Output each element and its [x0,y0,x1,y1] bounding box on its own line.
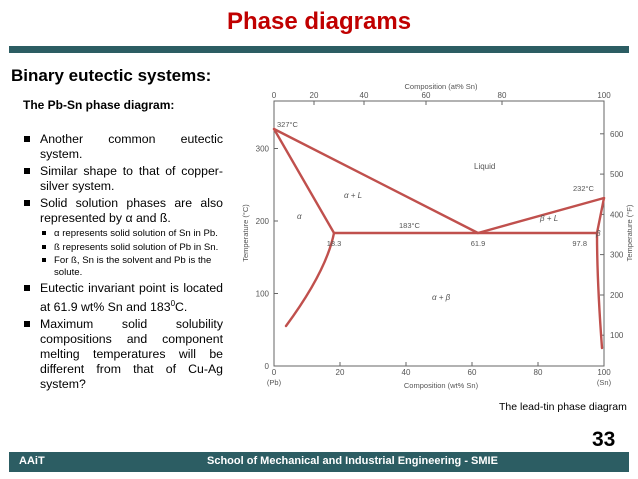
footer-center-text: School of Mechanical and Industrial Engi… [207,455,498,467]
bottom-tick-label: 40 [402,368,411,377]
sub-bullet-item: α represents solid solution of Sn in Pb. [40,228,223,240]
bullet-text: Eutectic invariant point is located at 6… [40,281,223,315]
sn-melt-label: 232°C [573,184,595,193]
left-tick-label: 0 [265,362,270,371]
pb-sn-phase-diagram: Composition (at% Sn) 0 20 40 60 80 100 0… [241,82,634,390]
top-tick-label: 0 [272,91,277,100]
bottom-tick-label: 80 [534,368,543,377]
sn-end-label: (Sn) [597,378,612,387]
plot-frame [273,100,605,367]
eutectic-comp-label: 61.9 [471,239,486,248]
subheading: The Pb-Sn phase diagram: [23,98,175,112]
left-axis-title: Temperature (°C) [241,204,250,262]
alpha-solidus-line [272,127,336,235]
right-tick-label: 300 [610,251,624,260]
pb-melt-label: 327°C [277,120,299,129]
bottom-tick-label: 100 [597,368,611,377]
bullet-text: Similar shape to that of copper-silver s… [40,164,223,193]
top-axis-title: Composition (at% Sn) [405,82,478,91]
pb-end-label: (Pb) [267,378,282,387]
slide-title: Phase diagrams [226,8,412,35]
right-tick-label: 500 [610,170,624,179]
section-heading: Binary eutectic systems: [11,66,212,85]
diagram-caption: The lead-tin phase diagram [499,401,627,413]
bullet-list: Another common eutectic system. Similar … [22,132,223,394]
alpha-label: α [297,212,302,221]
bottom-tick-label: 60 [468,368,477,377]
alpha-beta-label: α + β [432,293,451,302]
bullet-item: Solid solution phases are also represent… [22,196,223,278]
bottom-axis-title: Composition (wt% Sn) [404,381,479,390]
alpha-solvus-line [284,231,336,328]
beta-label: β [595,229,601,238]
eutectic-temp-label: 183°C [399,221,421,230]
bullet-item: Similar shape to that of copper-silver s… [22,164,223,194]
top-tick-label: 20 [310,91,319,100]
right-tick-label: 600 [610,130,624,139]
right-axis-title: Temperature (°F) [625,204,634,261]
header-rule [9,46,629,53]
beta-limit-label: 97.8 [572,239,587,248]
sub-bullet-item: ß represents solid solution of Pb in Sn. [40,242,223,254]
top-tick-label: 80 [498,91,507,100]
bullet-text: Maximum solid solubility compositions an… [40,317,223,392]
left-tick-label: 300 [256,145,270,154]
bottom-tick-label: 20 [336,368,345,377]
alpha-liquid-label: α + L [344,191,362,200]
right-tick-label: 100 [610,331,624,340]
beta-solidus-line [595,196,606,235]
page-number: 33 [592,428,616,451]
right-tick-label: 200 [610,291,624,300]
degree-superscript: 0 [170,299,176,308]
left-tick-label: 200 [256,217,270,226]
right-tick-label: 400 [610,210,624,219]
footer-bar: AAiT School of Mechanical and Industrial… [9,452,629,472]
bullet-text: Solid solution phases are also represent… [40,196,223,225]
top-tick-label: 40 [360,91,369,100]
beta-solvus-line [595,231,604,350]
bullet-item: Maximum solid solubility compositions an… [22,317,223,392]
beta-liquid-label: β + L [539,214,558,223]
alpha-limit-label: 18.3 [327,239,342,248]
bullet-text: Another common eutectic system. [40,132,223,161]
sub-bullet-list: α represents solid solution of Sn in Pb.… [40,228,223,278]
top-tick-label: 60 [422,91,431,100]
bullet-tail: C. [175,300,188,315]
sub-bullet-item: For ß, Sn is the solvent and Pb is the s… [40,255,223,278]
bullet-item: Eutectic invariant point is located at 6… [22,281,223,315]
liquid-label: Liquid [474,162,495,171]
bullet-item: Another common eutectic system. [22,132,223,162]
footer-left-text: AAiT [19,455,45,467]
left-tick-label: 100 [256,290,270,299]
top-tick-label: 100 [597,91,611,100]
bottom-tick-label: 0 [272,368,277,377]
